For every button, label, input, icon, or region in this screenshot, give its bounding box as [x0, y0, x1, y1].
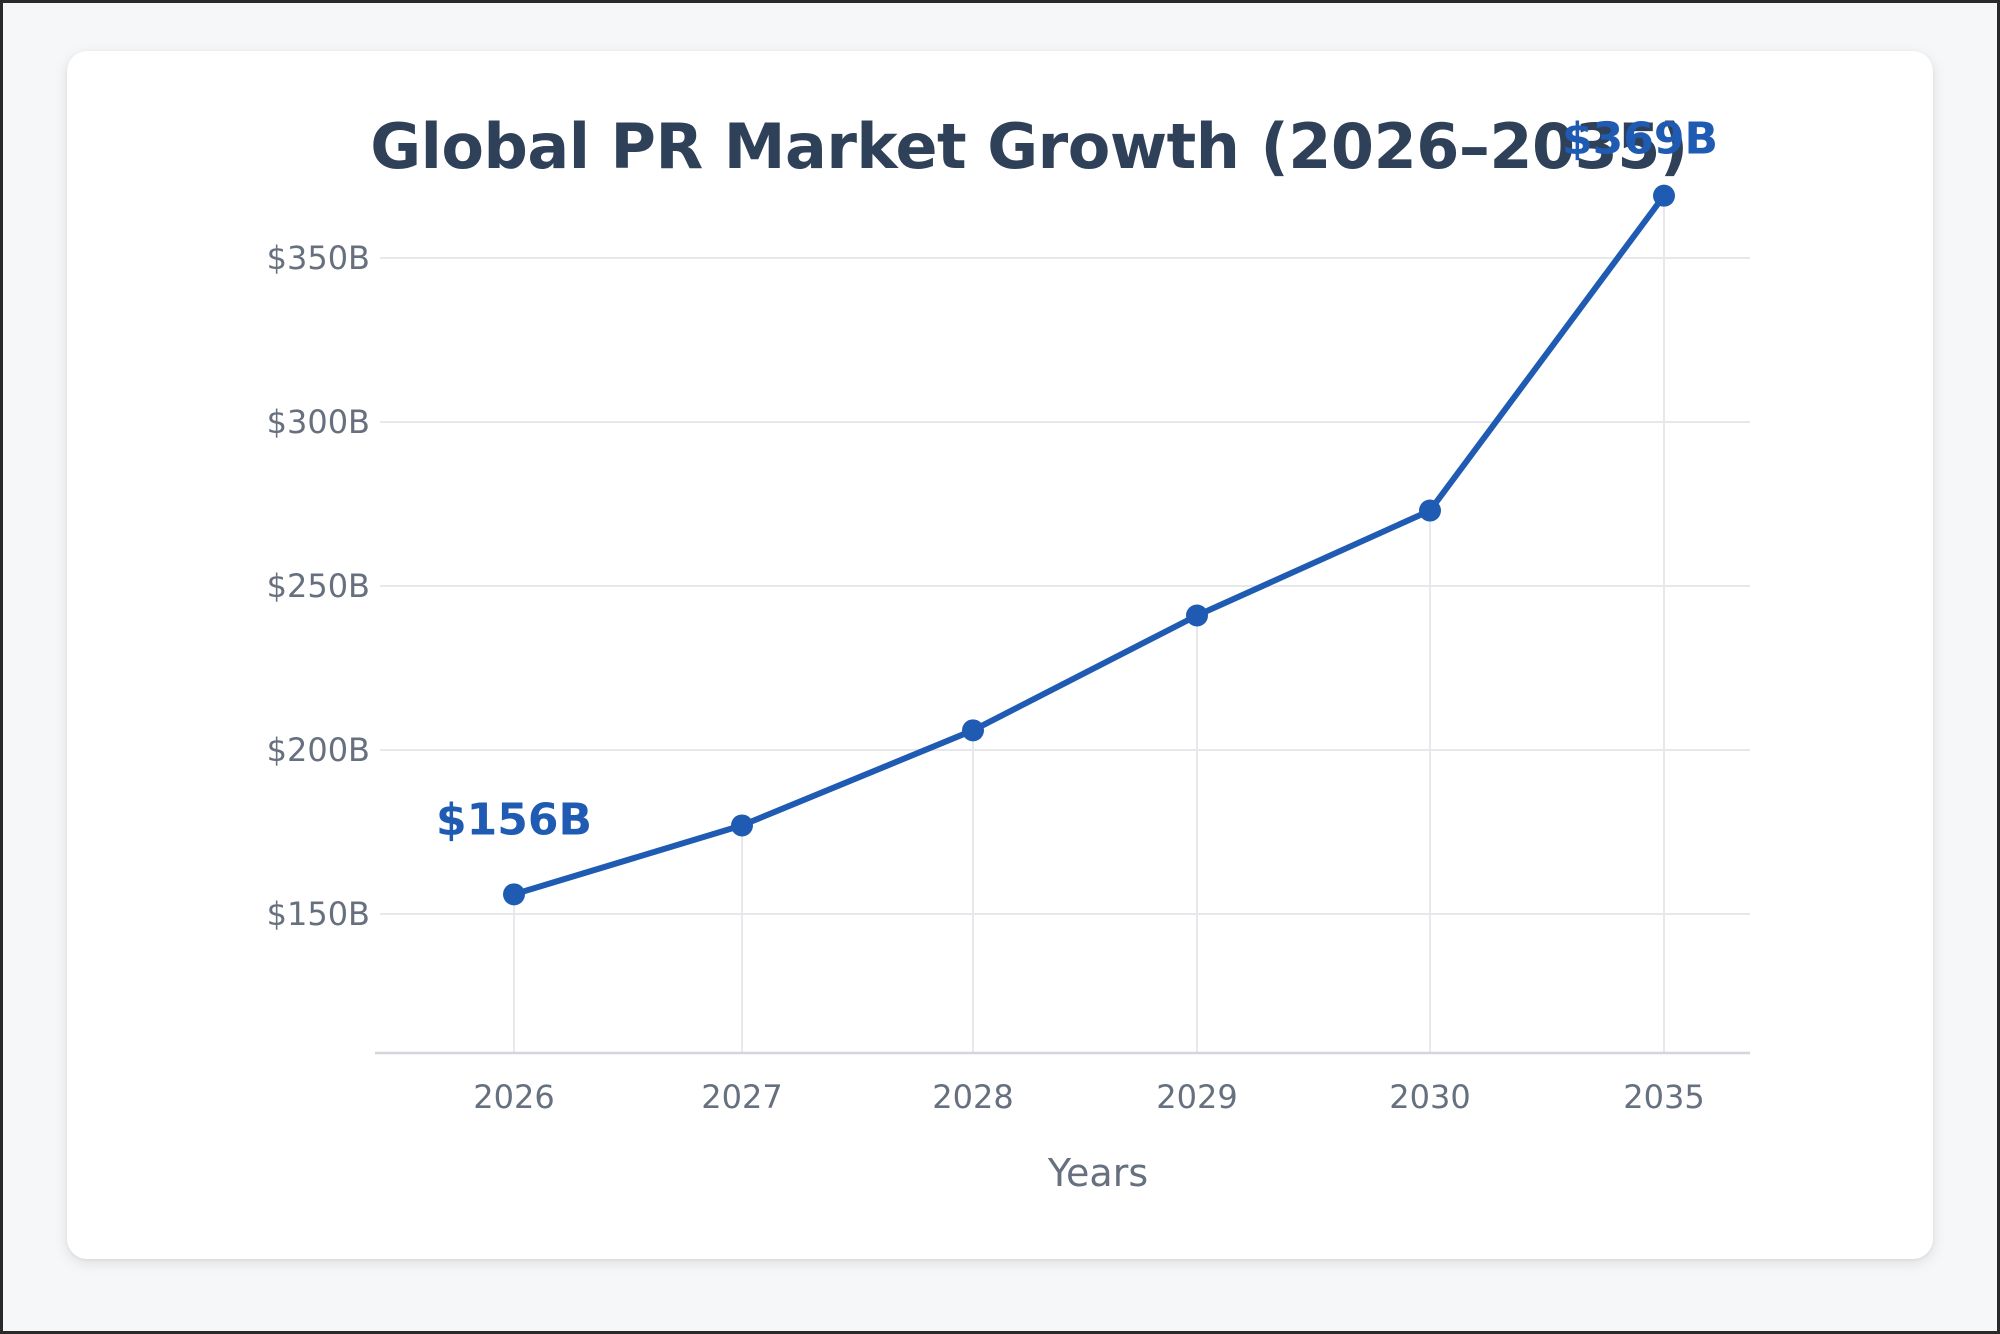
- x-tick-label: 2028: [932, 1078, 1013, 1116]
- x-tick-label: 2035: [1623, 1078, 1704, 1116]
- chart-title: Global PR Market Growth (2026–2035): [370, 110, 1688, 183]
- x-axis-title: Years: [1047, 1151, 1148, 1195]
- data-point-2027: [731, 814, 753, 837]
- x-tick-label: 2026: [473, 1078, 554, 1116]
- data-label-2026: $156B: [436, 794, 592, 845]
- data-label-2035: $369B: [1562, 114, 1718, 165]
- y-tick-label: $350B: [267, 239, 370, 277]
- x-tick-label: 2027: [701, 1078, 782, 1116]
- y-tick-label: $200B: [267, 731, 370, 769]
- y-tick-label: $300B: [267, 403, 370, 441]
- y-tick-label: $150B: [267, 895, 370, 933]
- y-tick-label: $250B: [267, 567, 370, 605]
- data-point-2029: [1186, 604, 1208, 627]
- data-point-2035: [1653, 184, 1675, 207]
- data-point-2028: [962, 719, 984, 742]
- data-point-2026: [503, 883, 525, 906]
- x-tick-label: 2029: [1156, 1078, 1237, 1116]
- data-point-2030: [1419, 499, 1441, 522]
- series-line: [511, 192, 1667, 898]
- x-tick-label: 2030: [1389, 1078, 1470, 1116]
